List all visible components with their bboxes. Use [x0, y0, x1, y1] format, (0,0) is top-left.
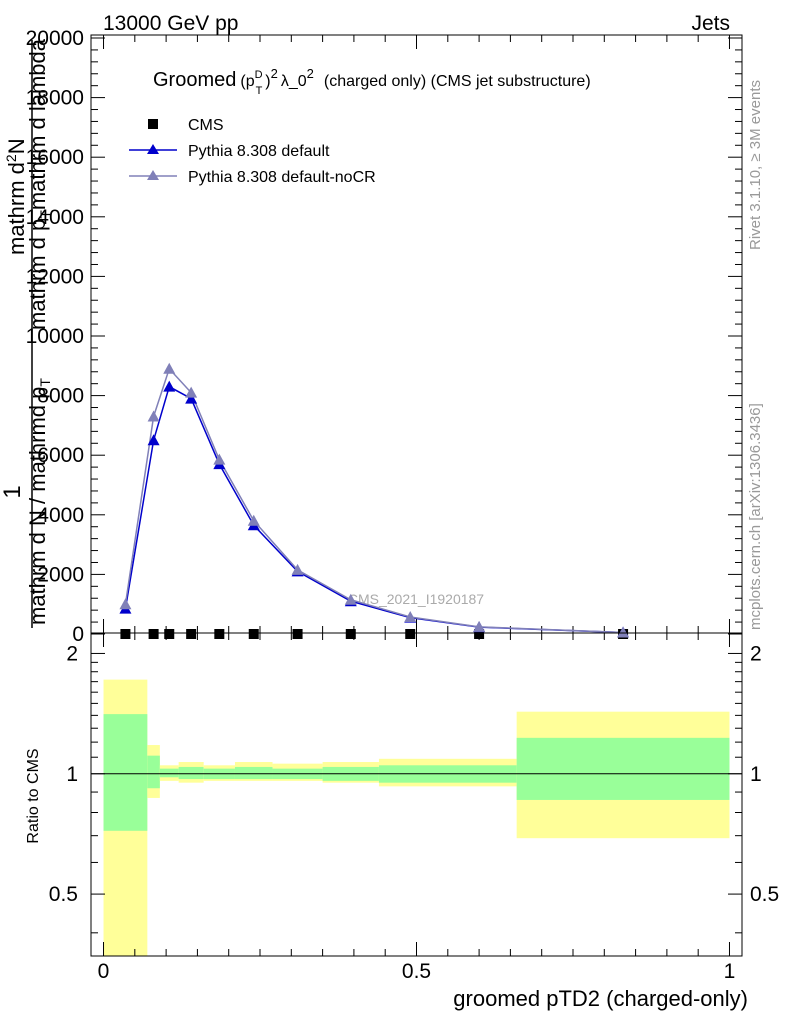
y-tick-label: 0: [72, 623, 84, 646]
series-point-1: [163, 380, 176, 392]
series-point-2: [247, 514, 260, 526]
legend-default-label: Pythia 8.308 default: [188, 143, 330, 160]
ratio-y-tick-label: 1: [66, 763, 78, 786]
series-point-2: [213, 453, 226, 465]
series-point-2: [147, 410, 160, 422]
ratio-inner-band: [147, 755, 160, 789]
series-point-2: [404, 611, 417, 623]
series-point-1: [185, 392, 198, 404]
ratio-y-tick-label-right: 2: [750, 642, 762, 665]
analysis-watermark: CMS_2021_I1920187: [348, 591, 484, 607]
ratio-y-tick-label-right: 0.5: [750, 883, 779, 906]
y-tick-label: 14000: [26, 206, 84, 229]
y-tick-label: 16000: [26, 146, 84, 169]
y-tick-label: 20000: [26, 27, 84, 50]
y-tick-label: 18000: [26, 87, 84, 110]
cms-data-point: [186, 629, 197, 639]
y-tick-label: 12000: [26, 265, 84, 288]
legend: CMS Pythia 8.308 default Pythia 8.308 de…: [129, 117, 376, 186]
cms-data-point: [405, 629, 416, 639]
ratio-y-tick-label-right: 1: [750, 763, 762, 786]
header-right: Jets: [691, 12, 730, 35]
ylabel-den-two: mathrm d pTmathrm d lambda: [25, 38, 53, 330]
y-tick-label: 10000: [26, 325, 84, 348]
y-tick-label: 2000: [37, 563, 84, 586]
ratio-y-axis: 0.5 0.5 1 1 2 2: [49, 642, 779, 934]
x-tick-label: 0: [98, 960, 110, 983]
main-y-axis: 0 2000 4000 6000 8000 10000 12000 14000 16000 180…: [26, 27, 742, 646]
ratio-x-axis: 0 0.5 1: [98, 633, 736, 983]
mcplots-label: mcplots.cern.ch [arXiv:1306.3436]: [747, 403, 764, 630]
ratio-y-tick-label: 2: [66, 642, 78, 665]
legend-cms-marker: [148, 119, 158, 129]
cms-data-point: [292, 629, 303, 639]
cms-data-point: [248, 629, 259, 639]
x-tick-label: 0.5: [402, 960, 431, 983]
header-left: 13000 GeV pp: [103, 12, 238, 35]
ratio-ylabel: Ratio to CMS: [25, 748, 42, 843]
y-tick-label: 8000: [37, 385, 84, 408]
series-point-2: [185, 386, 198, 398]
legend-nocr-marker: [147, 170, 159, 180]
cms-data-point: [120, 629, 131, 639]
plot-title: Groomed (pD T)2 λ_02 (charged only) (CMS jet…: [153, 66, 591, 97]
legend-nocr-label: Pythia 8.308 default-noCR: [188, 169, 376, 186]
ratio-inner-band: [103, 714, 148, 831]
series-point-2: [617, 626, 630, 638]
series-point-1: [147, 434, 160, 446]
cms-data-point: [148, 629, 159, 639]
ylabel-num-two: mathrm d2N: [3, 138, 29, 255]
cms-data-point: [214, 629, 225, 639]
ratio-bands: [103, 679, 730, 956]
legend-cms-label: CMS: [188, 117, 224, 134]
ratio-y-tick-label: 0.5: [49, 883, 78, 906]
ylabel-num-one: 1: [0, 485, 26, 498]
x-axis-label: groomed pTD2 (charged-only): [453, 986, 748, 1011]
ratio-inner-band: [234, 766, 273, 780]
legend-default-marker: [147, 144, 159, 154]
series-point-2: [473, 620, 486, 632]
series-point-2: [291, 563, 304, 575]
main-ylabel: 1 mathrm d N / mathrmd pT mathrm d2N mat…: [0, 38, 53, 628]
cms-data-point: [164, 629, 175, 639]
cms-data-point: [345, 629, 356, 639]
series-point-2: [119, 598, 132, 610]
series-point-2: [163, 362, 176, 374]
title-groomed: Groomed (pD T)2 λ_02 (charged only) (CMS jet…: [153, 66, 591, 97]
x-tick-label: 1: [724, 960, 736, 983]
y-tick-label: 4000: [37, 504, 84, 527]
ratio-inner-band: [516, 737, 730, 800]
ratio-inner-band: [159, 768, 179, 778]
ratio-inner-band: [178, 766, 204, 780]
main-series-group: [119, 362, 630, 639]
ylabel-den-one: mathrm d N / mathrmd pT: [25, 378, 53, 625]
series-point-2: [344, 593, 357, 605]
rivet-label: Rivet 3.1.10, ≥ 3M events: [747, 80, 764, 250]
y-tick-label: 6000: [37, 444, 84, 467]
